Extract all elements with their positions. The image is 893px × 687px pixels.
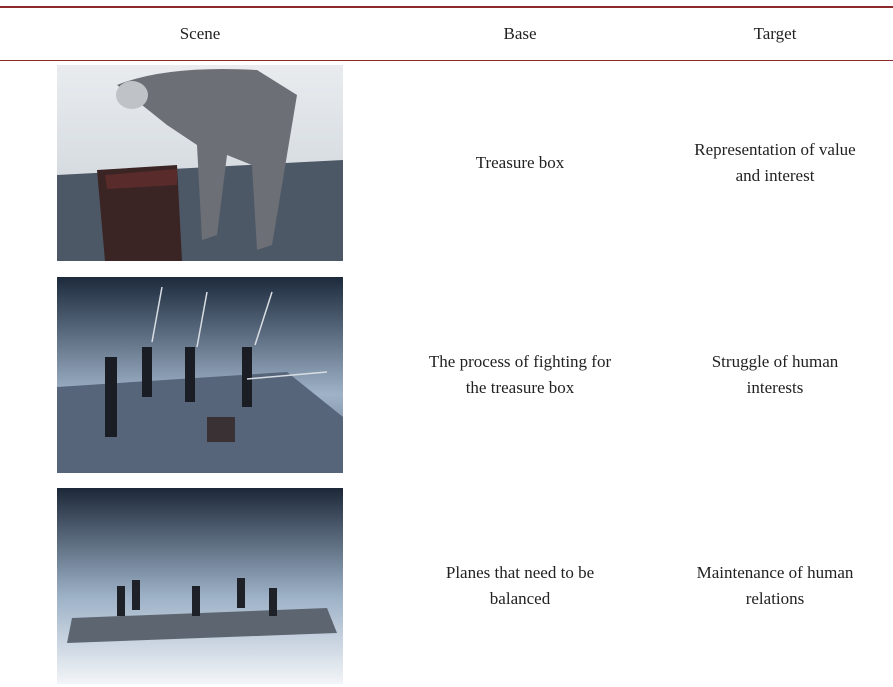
header-rule (0, 60, 893, 61)
cell-text: and interest (735, 166, 815, 185)
cell-text: relations (745, 589, 805, 608)
cell-text: balanced (489, 589, 551, 608)
scene-image (57, 65, 343, 261)
cell-text: Planes that need to be (445, 563, 595, 582)
scene-image (57, 488, 343, 684)
cell-text: Struggle of human (711, 352, 839, 371)
column-header: Target (753, 24, 797, 43)
cell-text: Maintenance of human (696, 563, 854, 582)
cell-text: interests (746, 378, 804, 397)
cell-text: Representation of value (694, 140, 856, 159)
cell-text: Treasure box (475, 153, 565, 172)
scene-image (57, 277, 343, 473)
cell-text: The process of fighting for (428, 352, 612, 371)
column-header: Base (503, 24, 537, 43)
column-header: Scene (179, 24, 221, 43)
top-rule (0, 6, 893, 8)
cell-text: the treasure box (465, 378, 575, 397)
